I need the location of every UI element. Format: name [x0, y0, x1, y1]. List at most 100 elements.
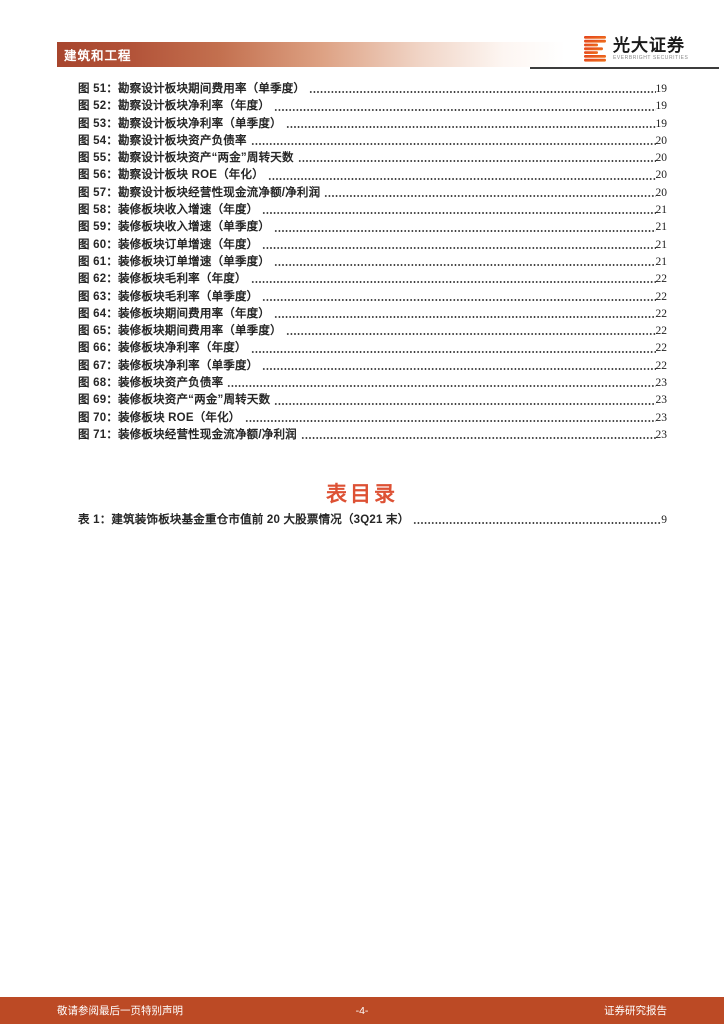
section-label: 建筑和工程	[64, 49, 132, 63]
logo-text: 光大证券 EVERBRIGHT SECURITIES	[613, 36, 688, 61]
figure-toc-entry: 图 62：装修板块毛利率（年度） 22	[78, 270, 668, 288]
figure-toc-entry-label: 图 71：装修板块经营性现金流净额/净利润	[78, 428, 297, 441]
dot-leader	[250, 131, 656, 150]
dot-leader	[324, 183, 656, 202]
table-toc-entry-page: 9	[661, 514, 667, 526]
figure-toc-entry-page: 21	[655, 221, 668, 234]
figure-toc-entry-label: 图 67：装修板块净利率（单季度）	[78, 359, 259, 372]
figure-toc-entry-page: 20	[655, 186, 668, 199]
header-banner: 建筑和工程	[57, 42, 565, 67]
dot-leader	[250, 270, 656, 288]
dot-leader	[274, 304, 656, 323]
figure-toc-entry: 图 63：装修板块毛利率（单季度） 22	[78, 287, 668, 305]
figure-toc-entry-label: 图 64：装修板块期间费用率（年度）	[78, 307, 271, 320]
figure-toc-entry-page: 22	[655, 342, 668, 355]
figure-toc-entry-page: 22	[655, 273, 668, 286]
figure-toc-entry: 图 65：装修板块期间费用率（单季度） 22	[78, 322, 668, 340]
everbright-logo-icon	[584, 36, 606, 62]
figure-toc-entry: 图 59：装修板块收入增速（单季度） 21	[78, 218, 668, 236]
figure-toc-entry-label: 图 53：勘察设计板块净利率（单季度）	[78, 117, 282, 130]
figure-toc-entry: 图 69：装修板块资产“两金”周转天数 23	[78, 391, 668, 409]
table-toc-entry: 表 1：建筑装饰板块基金重仓市值前 20 大股票情况（3Q21 末） 9	[78, 511, 667, 529]
figure-toc-entry-page: 20	[655, 169, 668, 182]
dot-leader	[300, 425, 656, 444]
dot-leader	[274, 391, 656, 409]
figure-toc-entry-label: 图 58：装修板块收入增速（年度）	[78, 204, 259, 217]
figure-toc-entry-page: 22	[655, 290, 668, 303]
header-divider	[530, 67, 719, 69]
figure-toc-entry: 图 68：装修板块资产负债率 23	[78, 374, 668, 392]
figure-toc-entry-page: 19	[655, 83, 668, 95]
figure-toc-entry: 图 58：装修板块收入增速（年度） 21	[78, 201, 668, 219]
dot-leader	[244, 408, 656, 426]
figure-toc-entry: 图 52：勘察设计板块净利率（年度） 19	[78, 97, 668, 115]
figure-toc-entry-label: 图 61：装修板块订单增速（单季度）	[78, 255, 271, 268]
dot-leader	[285, 114, 656, 132]
figure-toc-entry-label: 图 52：勘察设计板块净利率（年度）	[78, 100, 271, 113]
table-toc-list: 表 1：建筑装饰板块基金重仓市值前 20 大股票情况（3Q21 末） 9	[78, 511, 667, 529]
dot-leader	[262, 235, 656, 253]
dot-leader	[274, 97, 656, 115]
figure-toc-entry: 图 71：装修板块经营性现金流净额/净利润 23	[78, 425, 668, 444]
figure-toc-list: 图 51：勘察设计板块期间费用率（单季度） 19 图 52：勘察设计板块净利率（…	[78, 80, 668, 444]
figure-toc-entry-page: 22	[655, 359, 668, 372]
figure-toc-entry: 图 51：勘察设计板块期间费用率（单季度） 19	[78, 80, 668, 98]
brand-subtitle: EVERBRIGHT SECURITIES	[613, 55, 689, 61]
dot-leader	[262, 356, 656, 375]
figure-toc-entry: 图 67：装修板块净利率（单季度） 22	[78, 356, 668, 375]
dot-leader	[227, 374, 656, 392]
dot-leader	[309, 80, 656, 98]
figure-toc-entry-label: 图 51：勘察设计板块期间费用率（单季度）	[78, 83, 306, 95]
dot-leader	[262, 201, 656, 219]
figure-toc-entry-page: 23	[655, 428, 668, 441]
figure-toc-entry-page: 23	[655, 377, 668, 390]
dot-leader	[285, 322, 656, 340]
figure-toc-entry-label: 图 69：装修板块资产“两金”周转天数	[78, 394, 271, 407]
figure-toc-entry: 图 64：装修板块期间费用率（年度） 22	[78, 304, 668, 323]
footer-page-number: -4-	[355, 1004, 369, 1017]
figure-toc-entry-page: 22	[655, 325, 668, 338]
footer-report-type: 证券研究报告	[604, 1005, 667, 1017]
figure-toc-entry-page: 21	[655, 204, 668, 217]
dot-leader	[250, 339, 656, 357]
table-toc-entry-label: 表 1：建筑装饰板块基金重仓市值前 20 大股票情况（3Q21 末）	[78, 514, 410, 526]
figure-toc-entry-label: 图 62：装修板块毛利率（年度）	[78, 273, 247, 286]
figure-toc-entry: 图 55：勘察设计板块资产“两金”周转天数 20	[78, 149, 668, 167]
table-toc-title: 表目录	[326, 483, 398, 506]
figure-toc-entry: 图 66：装修板块净利率（年度） 22	[78, 339, 668, 357]
dot-leader	[267, 166, 656, 184]
figure-toc-entry-label: 图 59：装修板块收入增速（单季度）	[78, 221, 271, 234]
footer-disclaimer: 敬请参阅最后一页特别声明	[57, 1005, 183, 1017]
figure-toc-entry-label: 图 63：装修板块毛利率（单季度）	[78, 290, 259, 303]
figure-toc-entry-page: 23	[655, 394, 668, 407]
figure-toc-entry-label: 图 70：装修板块 ROE（年化）	[78, 411, 241, 424]
figure-toc-entry-page: 21	[655, 238, 668, 251]
figure-toc-entry: 图 54：勘察设计板块资产负债率 20	[78, 131, 668, 150]
figure-toc-entry-label: 图 55：勘察设计板块资产“两金”周转天数	[78, 152, 294, 165]
dot-leader	[274, 218, 656, 236]
everbright-logo: 光大证券 EVERBRIGHT SECURITIES	[583, 36, 688, 62]
figure-toc-entry-label: 图 65：装修板块期间费用率（单季度）	[78, 325, 282, 338]
figure-toc-entry: 图 53：勘察设计板块净利率（单季度） 19	[78, 114, 668, 132]
brand-name: 光大证券	[613, 36, 685, 55]
figure-toc-entry-page: 19	[655, 117, 668, 130]
footer-bar: 敬请参阅最后一页特别声明 -4- 证券研究报告	[0, 997, 724, 1024]
figure-toc-entry-label: 图 57：勘察设计板块经营性现金流净额/净利润	[78, 186, 321, 199]
dot-leader	[297, 149, 656, 167]
figure-toc-entry-page: 23	[655, 411, 668, 424]
figure-toc-entry-page: 21	[655, 255, 668, 268]
figure-toc-entry-label: 图 66：装修板块净利率（年度）	[78, 342, 247, 355]
figure-toc-entry-label: 图 60：装修板块订单增速（年度）	[78, 238, 259, 251]
figure-toc-entry-page: 20	[655, 152, 668, 165]
figure-toc-entry: 图 57：勘察设计板块经营性现金流净额/净利润 20	[78, 183, 668, 202]
figure-toc-entry-label: 图 68：装修板块资产负债率	[78, 377, 224, 390]
dot-leader	[262, 287, 656, 305]
figure-toc-entry-page: 19	[655, 100, 668, 113]
figure-toc-entry-page: 20	[655, 134, 668, 147]
figure-toc-entry: 图 60：装修板块订单增速（年度） 21	[78, 235, 668, 253]
figure-toc-entry-page: 22	[655, 307, 668, 320]
figure-toc-entry-label: 图 54：勘察设计板块资产负债率	[78, 134, 247, 147]
figure-toc-entry: 图 70：装修板块 ROE（年化） 23	[78, 408, 668, 426]
dot-leader	[413, 511, 662, 529]
